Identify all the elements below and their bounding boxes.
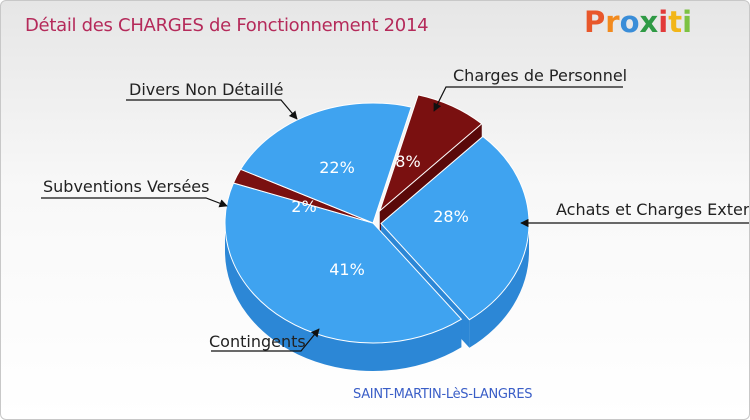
logo-letter: o	[619, 5, 640, 39]
callout-line	[41, 197, 228, 208]
callout-line	[126, 99, 298, 120]
pie-percent-label: 22%	[319, 158, 355, 177]
pie-slice	[380, 135, 530, 321]
pie-callouts: Charges de Personnel Achats et Charges Ex…	[41, 66, 749, 352]
pie-percent-label: 8%	[395, 152, 420, 171]
logo-letter: x	[639, 5, 659, 39]
pie-percent-labels: 8% 28% 41% 2% 22%	[291, 152, 468, 279]
callout-label: Contingents	[209, 332, 306, 351]
pie-slice	[378, 94, 483, 213]
commune-name: SAINT-MARTIN-LèS-LANGRES	[353, 387, 533, 402]
callout-line	[433, 86, 623, 112]
pie-percent-label: 28%	[433, 207, 469, 226]
callout-label: Divers Non Détaillé	[129, 80, 283, 99]
logo-letter: i	[682, 5, 693, 39]
logo-letter: P	[584, 5, 606, 39]
proxiti-logo: Proxiti	[584, 5, 692, 39]
chart-title: Détail des CHARGES de Fonctionnement 201…	[25, 15, 429, 36]
pie-percent-label: 2%	[291, 197, 316, 216]
pie-slice-side	[225, 223, 462, 372]
callout-label: Achats et Charges Externes	[556, 200, 749, 219]
pie-tops	[224, 94, 530, 344]
pie-slice	[224, 182, 463, 344]
pie-slice	[239, 102, 412, 224]
logo-letter: i	[658, 5, 669, 39]
callout-label: Charges de Personnel	[453, 66, 627, 85]
logo-letter: t	[668, 5, 683, 39]
callout-label: Subventions Versées	[43, 177, 209, 196]
logo-letter: r	[605, 5, 620, 39]
pie-percent-label: 41%	[329, 260, 365, 279]
pie-slice-side	[469, 223, 529, 348]
callout-line	[211, 328, 320, 352]
